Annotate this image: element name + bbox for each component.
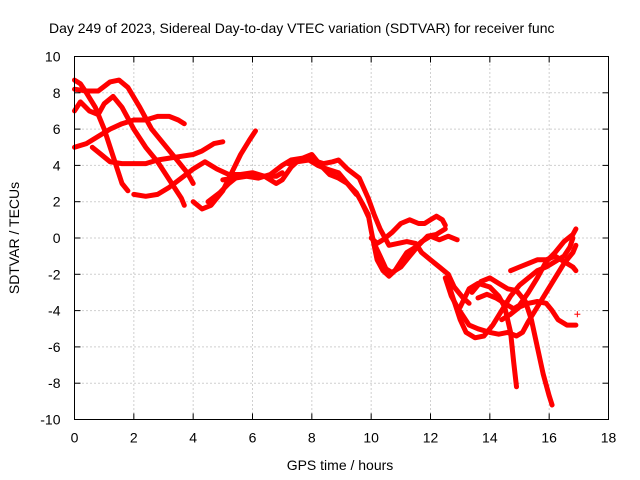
y-tick-label: 8 [53, 85, 61, 101]
series-arc-19 [508, 253, 579, 274]
y-tick-label: -10 [40, 412, 60, 428]
y-tick-label: 2 [53, 194, 61, 210]
x-tick-label: 4 [189, 430, 197, 446]
x-axis-tick-labels: 0 2 4 6 8 10 12 14 16 18 [71, 430, 617, 446]
x-tick-label: 12 [423, 430, 439, 446]
y-tick-label: 10 [45, 49, 61, 65]
axis-ticks [74, 56, 609, 420]
series-arc-17 [469, 275, 555, 408]
series-arc-4 [72, 113, 187, 150]
y-tick-label: 0 [53, 230, 61, 246]
x-tick-label: 10 [363, 430, 379, 446]
series-arc-20 [499, 299, 579, 328]
y-tick-label: -8 [48, 375, 61, 391]
series-arc-18 [475, 226, 579, 312]
y-tick-label: 4 [53, 157, 61, 173]
y-axis-label: SDTVAR / TECUs [6, 182, 22, 294]
x-tick-label: 18 [601, 430, 617, 446]
x-tick-label: 2 [130, 430, 138, 446]
x-tick-label: 14 [482, 430, 498, 446]
series-arc-2 [72, 77, 196, 186]
x-tick-label: 0 [71, 430, 79, 446]
series-arc-9 [220, 152, 371, 219]
series-arc-12 [368, 213, 448, 246]
y-axis-tick-labels: -10 -8 -6 -4 -2 0 2 4 6 8 10 [40, 49, 60, 428]
series-arc-13 [371, 226, 448, 275]
y-tick-label: -4 [48, 303, 61, 319]
y-tick-label: 6 [53, 121, 61, 137]
series-arc-1 [72, 77, 131, 194]
y-tick-label: -6 [48, 339, 61, 355]
data-series [72, 77, 581, 408]
x-tick-label: 6 [249, 430, 257, 446]
y-tick-label: -2 [48, 266, 61, 282]
x-tick-label: 16 [541, 430, 557, 446]
series-arc-3 [72, 93, 187, 208]
chart-title: Day 249 of 2023, Sidereal Day-to-day VTE… [49, 20, 555, 36]
grid [74, 56, 609, 420]
series-arc-16 [457, 280, 519, 390]
x-tick-label: 8 [308, 430, 316, 446]
series-arc-5 [89, 139, 226, 167]
point-stray-point [574, 311, 581, 318]
x-axis-label: GPS time / hours [287, 457, 394, 473]
